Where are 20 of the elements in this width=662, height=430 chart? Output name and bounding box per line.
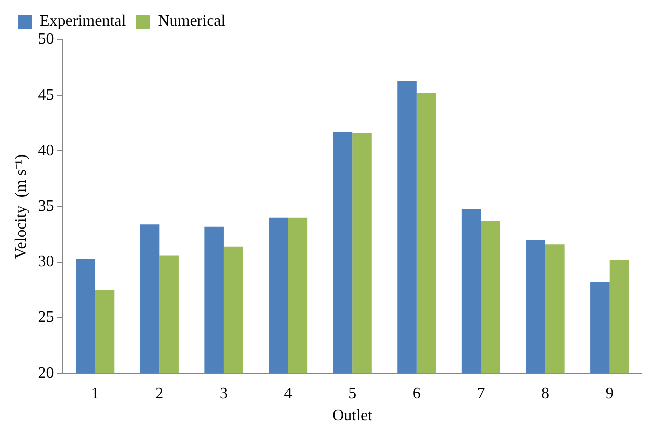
x-tick-label: 2 [156, 385, 164, 402]
x-tick-label: 6 [412, 385, 421, 402]
y-tick-label: 35 [38, 198, 54, 216]
y-axis-title: Velocity (m s⁻¹) [12, 154, 30, 260]
x-tick-label: 5 [348, 385, 357, 402]
x-tick-label: 1 [91, 385, 100, 402]
x-tick-label: 9 [606, 385, 614, 402]
y-tick-label: 40 [38, 142, 54, 160]
y-tick-label: 45 [38, 86, 54, 104]
y-tick-label: 30 [38, 254, 54, 271]
x-axis-title: Outlet [332, 408, 374, 425]
y-tick-label: 50 [38, 31, 54, 48]
x-tick-label: 4 [284, 385, 292, 402]
legend-label: Experimental [40, 13, 127, 30]
x-tick-label: 7 [477, 385, 486, 402]
x-tick-label: 8 [542, 385, 550, 402]
y-tick-label: 25 [38, 309, 54, 326]
y-tick-label: 20 [38, 364, 54, 382]
x-tick-label: 3 [220, 385, 228, 402]
legend-label: Numerical [158, 13, 226, 30]
